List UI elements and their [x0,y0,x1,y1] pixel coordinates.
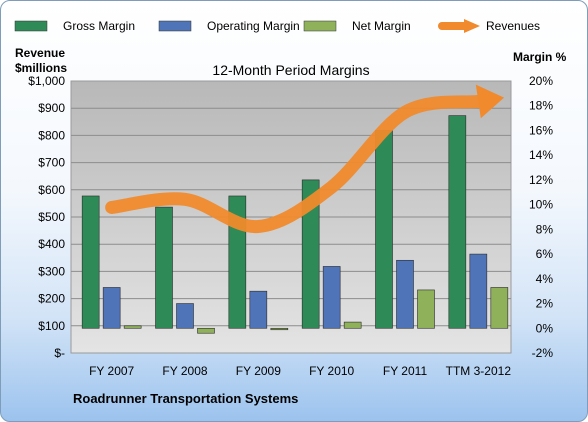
gross-margin-bar [448,115,467,329]
revenue-line-path [105,94,485,234]
legend-swatch [303,20,337,32]
right-tick-label: 20% [529,74,553,88]
chart-title: 12-Month Period Margins [212,62,369,78]
net-margin-bar [417,289,435,329]
left-tick-label: $400 [38,237,65,251]
left-tick-label: $800 [38,128,65,142]
right-axis-label: Margin % [513,50,567,64]
category-label: FY 2011 [383,364,428,378]
net-margin-bar [343,321,362,329]
right-tick-label: 10% [529,198,553,212]
gross-margin-bar [375,130,393,329]
left-axis-ticks: $- $100 $200 $300 $400 $500 $600 $700 $800 $900 $1… [28,74,65,360]
legend-label: Gross Margin [63,19,135,33]
operating-margin-bar [469,253,488,329]
right-tick-label: -2% [532,346,554,360]
operating-margin-bar [176,303,194,329]
legend-arrow-icon [464,19,480,33]
operating-margin-bar [322,266,341,329]
left-tick-label: $500 [38,210,65,224]
right-tick-label: 18% [529,99,553,113]
right-tick-label: 2% [536,297,554,311]
left-axis-label-line1: Revenue [15,46,65,60]
revenue-arrowhead [475,84,505,119]
operating-margin-bar [102,287,121,329]
right-tick-label: 4% [536,272,554,286]
left-tick-label: $700 [38,156,65,170]
gross-margin-bar [301,179,320,329]
right-tick-label: 12% [529,173,553,187]
gross-margin-bar [81,195,100,329]
legend-swatch [14,20,48,32]
category-label: FY 2008 [162,364,207,378]
net-margin-bar [490,287,509,329]
right-axis-ticks: -2% 0% 2% 4% 6% 8% 10% 12% 14% 16% 18% 20% [529,74,553,360]
left-tick-label: $1,000 [28,74,65,88]
left-axis-label-line2: $millions [15,61,67,75]
right-tick-label: 6% [536,247,554,261]
net-margin-bar [123,325,142,329]
category-label: FY 2009 [236,364,281,378]
legend-swatch [158,20,192,32]
category-labels: FY 2007 FY 2008 FY 2009 FY 2010 FY 2011 TTM 3… [89,364,511,378]
gross-margin-bar [155,206,173,329]
company-subtitle: Roadrunner Transportation Systems [73,391,298,406]
net-margin-bar [270,327,289,331]
legend-label: Operating Margin [207,19,300,33]
left-tick-label: $200 [38,292,65,306]
legend-label: Net Margin [352,19,411,33]
category-label: FY 2010 [309,364,354,378]
net-margin-bar [197,327,215,334]
right-tick-label: 16% [529,123,553,137]
right-tick-label: 0% [536,321,554,335]
right-tick-label: 8% [536,222,554,236]
legend: Gross Margin Operating Margin Net Margin Re… [14,19,540,33]
category-label: TTM 3-2012 [446,364,512,378]
operating-margin-bar [396,259,414,329]
left-tick-label: $- [54,346,65,360]
left-tick-label: $300 [38,264,65,278]
left-tick-label: $600 [38,183,65,197]
left-tick-label: $900 [38,101,65,115]
operating-margin-bar [249,290,268,329]
revenue-line [105,84,505,234]
left-tick-label: $100 [38,319,65,333]
right-tick-label: 14% [529,148,553,162]
legend-label: Revenues [486,19,540,33]
category-label: FY 2007 [89,364,134,378]
